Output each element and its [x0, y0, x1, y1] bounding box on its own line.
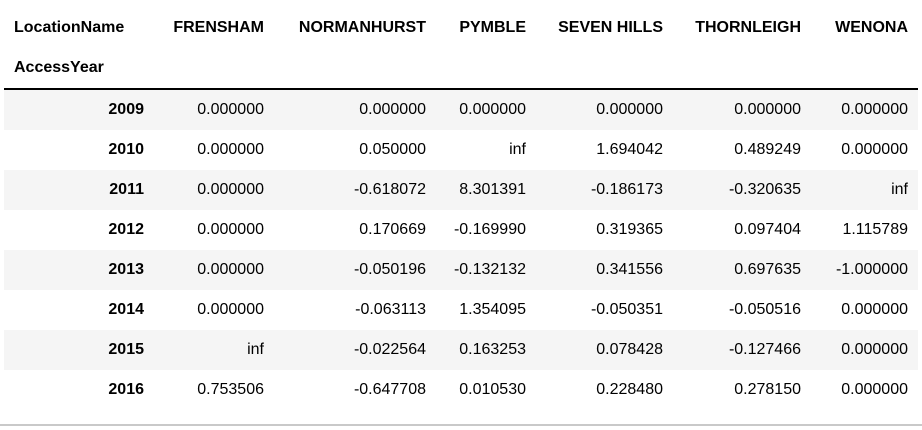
table-cell: 0.000000: [197, 141, 264, 158]
table-cell: -0.618072: [353, 181, 426, 198]
table-cell: 8.301391: [459, 181, 526, 198]
table-cell: 0.000000: [459, 101, 526, 118]
table-cell: -0.022564: [353, 341, 426, 358]
table-cell: 0.000000: [197, 101, 264, 118]
table-cell: -1.000000: [835, 261, 908, 278]
table-cell: 0.697635: [734, 261, 801, 278]
column-header-wenona: WENONA: [835, 19, 908, 36]
table-row: 2015 inf -0.022564 0.163253 0.078428 -0.12746…: [4, 330, 918, 370]
row-index-year: 2015: [108, 341, 144, 358]
table-cell: 0.000000: [841, 301, 908, 318]
table-cell: -0.169990: [453, 221, 526, 238]
row-index-year: 2014: [108, 301, 144, 318]
table-cell: 0.000000: [197, 301, 264, 318]
table-cell: 0.000000: [197, 261, 264, 278]
table-cell: -0.647708: [353, 381, 426, 398]
table-cell: -0.320635: [728, 181, 801, 198]
table-cell: -0.063113: [355, 301, 426, 318]
table-cell: 0.753506: [197, 381, 264, 398]
table-cell: 0.228480: [596, 381, 663, 398]
column-header-seven-hills: SEVEN HILLS: [558, 19, 663, 36]
table-cell: -0.127466: [728, 341, 801, 358]
table-row: 2010 0.000000 0.050000 inf 1.694042 0.489249 0…: [4, 130, 918, 170]
table-cell: -0.050516: [728, 301, 801, 318]
table-row: 2013 0.000000 -0.050196 -0.132132 0.341556 0.…: [4, 250, 918, 290]
table-row: 2012 0.000000 0.170669 -0.169990 0.319365 0.0…: [4, 210, 918, 250]
table-cell: 0.000000: [734, 101, 801, 118]
table-row: 2014 0.000000 -0.063113 1.354095 -0.050351 -0…: [4, 290, 918, 330]
column-header-frensham: FRENSHAM: [173, 19, 264, 36]
row-index-year: 2010: [108, 141, 144, 158]
table-cell: 0.000000: [596, 101, 663, 118]
table-cell: 0.000000: [359, 101, 426, 118]
table-cell: 0.278150: [734, 381, 801, 398]
row-index-year: 2011: [109, 181, 144, 198]
table-cell: 0.050000: [359, 141, 426, 158]
table-cell: 0.078428: [596, 341, 663, 358]
row-index-year: 2012: [108, 221, 144, 238]
table-cell: 0.000000: [841, 141, 908, 158]
table-cell: -0.132132: [453, 261, 526, 278]
index-header-row: AccessYear: [4, 48, 918, 90]
table-cell: 0.163253: [459, 341, 526, 358]
column-header-thornleigh: THORNLEIGH: [695, 19, 801, 36]
table-cell: 1.354095: [459, 301, 526, 318]
table-row: 2009 0.000000 0.000000 0.000000 0.000000 0.00…: [4, 89, 918, 130]
table-cell: inf: [509, 141, 526, 158]
table-cell: 0.489249: [734, 141, 801, 158]
table-cell: 0.000000: [197, 181, 264, 198]
output-divider: [0, 424, 922, 426]
column-header-row: LocationName FRENSHAM NORMANHURST PYMBLE…: [4, 8, 918, 48]
index-label: AccessYear: [4, 48, 150, 90]
table-cell: 1.115789: [842, 221, 908, 238]
table-cell: 0.000000: [841, 341, 908, 358]
table-cell: 0.341556: [596, 261, 663, 278]
table-row: 2011 0.000000 -0.618072 8.301391 -0.186173 -0…: [4, 170, 918, 210]
table-cell: 0.010530: [459, 381, 526, 398]
dataframe-table: LocationName FRENSHAM NORMANHURST PYMBLE…: [4, 8, 918, 410]
table-cell: -0.050351: [590, 301, 663, 318]
table-cell: 0.319365: [596, 221, 663, 238]
table-cell: 0.000000: [841, 381, 908, 398]
table-cell: 0.097404: [734, 221, 801, 238]
table-cell: inf: [247, 341, 264, 358]
row-index-year: 2009: [108, 101, 144, 118]
table-cell: -0.050196: [353, 261, 426, 278]
table-cell: 0.000000: [841, 101, 908, 118]
table-row: 2016 0.753506 -0.647708 0.010530 0.228480 0.2…: [4, 370, 918, 410]
table-cell: 0.000000: [197, 221, 264, 238]
column-header-normanhurst: NORMANHURST: [298, 19, 426, 36]
columns-label: LocationName: [14, 19, 125, 36]
row-index-year: 2013: [108, 261, 144, 278]
table-body: 2009 0.000000 0.000000 0.000000 0.000000 0.00…: [4, 89, 918, 410]
table-cell: inf: [891, 181, 908, 198]
table-cell: -0.186173: [590, 181, 663, 198]
row-index-year: 2016: [108, 381, 144, 398]
table-cell: 0.170669: [359, 221, 426, 238]
table-cell: 1.694042: [596, 141, 663, 158]
column-header-pymble: PYMBLE: [459, 19, 526, 36]
